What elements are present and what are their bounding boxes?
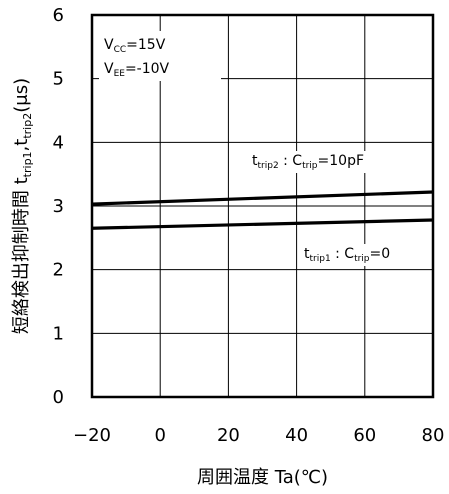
- y-axis-label-main: 短絡検出抑制時間 t: [11, 177, 32, 334]
- plot-frame: [90, 13, 435, 399]
- y-tick-label-3: 3: [53, 196, 64, 217]
- y-axis-label-unit: (μs): [11, 78, 32, 113]
- condition-vee: VEE=-10V: [104, 61, 170, 79]
- y-axis-label: 短絡検出抑制時間 ttrip1,ttrip2(μs): [11, 78, 34, 334]
- x-tick-label-4: 60: [353, 425, 376, 446]
- x-tick-label-1: 0: [154, 425, 165, 446]
- series-line-1: [91, 218, 434, 230]
- x-tick-label-0: −20: [73, 425, 111, 446]
- x-tick-label-3: 40: [285, 425, 308, 446]
- y-tick-labels: 0 1 2 3 4 5 6: [53, 5, 64, 408]
- condition-vcc: VCC=15V: [104, 37, 166, 55]
- y-tick-label-0: 0: [53, 387, 64, 408]
- y-tick-label-6: 6: [53, 5, 64, 26]
- x-axis-label: 周囲温度 Ta(℃): [197, 467, 328, 488]
- series-label-trip1-background: [300, 244, 395, 266]
- x-tick-label-2: 20: [217, 425, 240, 446]
- y-tick-label-5: 5: [53, 69, 64, 90]
- y-axis-label-sep: ,t: [11, 139, 32, 152]
- series-label-trip2-background: [248, 151, 369, 173]
- x-tick-label-5: 80: [422, 425, 445, 446]
- conditions-background: [99, 31, 221, 81]
- series-label-trip2: ttrip2 : Ctrip=10pF: [252, 153, 364, 171]
- series-label-trip2-group: ttrip2 : Ctrip=10pF: [248, 151, 369, 173]
- y-tick-label-4: 4: [53, 132, 64, 153]
- x-tick-labels: −20 0 20 40 60 80: [73, 425, 444, 446]
- y-tick-label-1: 1: [53, 323, 64, 344]
- series-label-trip1-group: ttrip1 : Ctrip=0: [300, 244, 395, 266]
- series-label-trip1: ttrip1 : Ctrip=0: [304, 246, 390, 264]
- y-axis-label-sub1: trip1: [21, 151, 34, 177]
- series-group: [91, 190, 434, 230]
- series-line-0: [91, 190, 434, 206]
- conditions-box: VCC=15V VEE=-10V: [99, 31, 221, 81]
- y-tick-label-2: 2: [53, 260, 64, 281]
- y-axis-label-sub2: trip2: [21, 113, 34, 139]
